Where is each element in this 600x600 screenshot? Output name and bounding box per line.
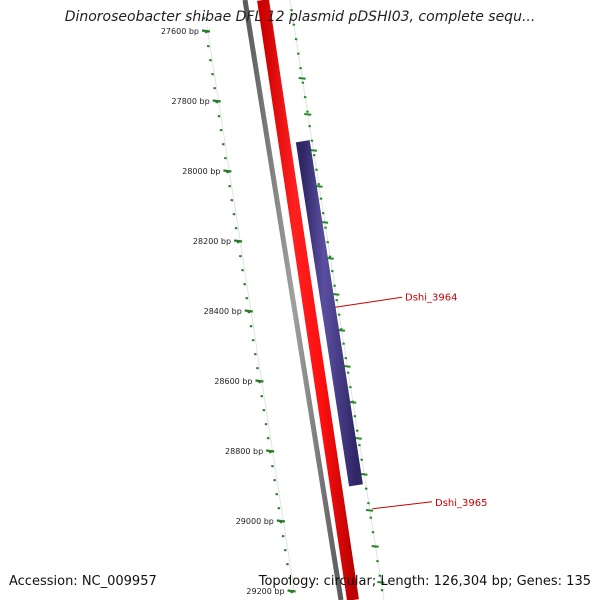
gene-callouts: Dshi_3964 Dshi_3965: [335, 292, 487, 510]
outer-tick: [298, 77, 306, 80]
summary-text: Topology: circular; Length: 126,304 bp; …: [258, 574, 591, 589]
major-tick: [223, 169, 232, 173]
callout-line: [372, 501, 433, 510]
outer-dotted-ring: [290, 9, 385, 592]
gene-label[interactable]: Dshi_3964: [405, 292, 457, 303]
tick-label: 28800 bp: [225, 447, 263, 456]
tick-label: 28000 bp: [182, 167, 220, 176]
callout-line: [335, 296, 403, 308]
outer-tick: [360, 473, 368, 476]
tick-label: 27600 bp: [161, 27, 199, 36]
backbone-track: [242, 0, 344, 600]
gene-label[interactable]: Dshi_3965: [435, 498, 487, 509]
major-tick: [233, 239, 243, 243]
tick-label: 28600 bp: [214, 377, 252, 386]
major-tick: [287, 589, 296, 593]
major-tick: [212, 99, 221, 103]
outer-tick: [365, 509, 374, 512]
outer-tick: [332, 293, 340, 296]
tick-labels: 27600 bp 27800 bp 28000 bp 28200 bp 28400 bp…: [161, 27, 285, 596]
tick-label: 29200 bp: [246, 587, 284, 596]
major-tick: [255, 379, 264, 383]
accession-text: Accession: NC_009957: [9, 574, 157, 589]
outer-tick: [371, 545, 379, 548]
tick-label: 28200 bp: [193, 237, 231, 246]
major-tick: [201, 29, 211, 33]
tick-label: 28400 bp: [204, 307, 242, 316]
map-title: Dinoroseobacter shibae DFL 12 plasmid pD…: [64, 9, 536, 25]
major-tick: [244, 309, 253, 313]
gene-features: [295, 140, 363, 487]
outer-tick: [377, 581, 385, 584]
gene-Dshi_3964[interactable]: [295, 140, 363, 487]
outer-guide-left: [206, 25, 295, 591]
outer-tick: [304, 113, 312, 116]
tick-label: 27800 bp: [172, 97, 210, 106]
major-tick: [266, 449, 275, 453]
outer-tick: [349, 401, 357, 404]
tick-label: 29000 bp: [236, 517, 274, 526]
tick-ruler: [201, 17, 296, 594]
outer-tick: [337, 329, 346, 332]
outer-tick: [343, 365, 351, 368]
major-tick: [276, 519, 286, 523]
forward-strand-track: [257, 0, 359, 600]
outer-tick: [354, 437, 362, 440]
